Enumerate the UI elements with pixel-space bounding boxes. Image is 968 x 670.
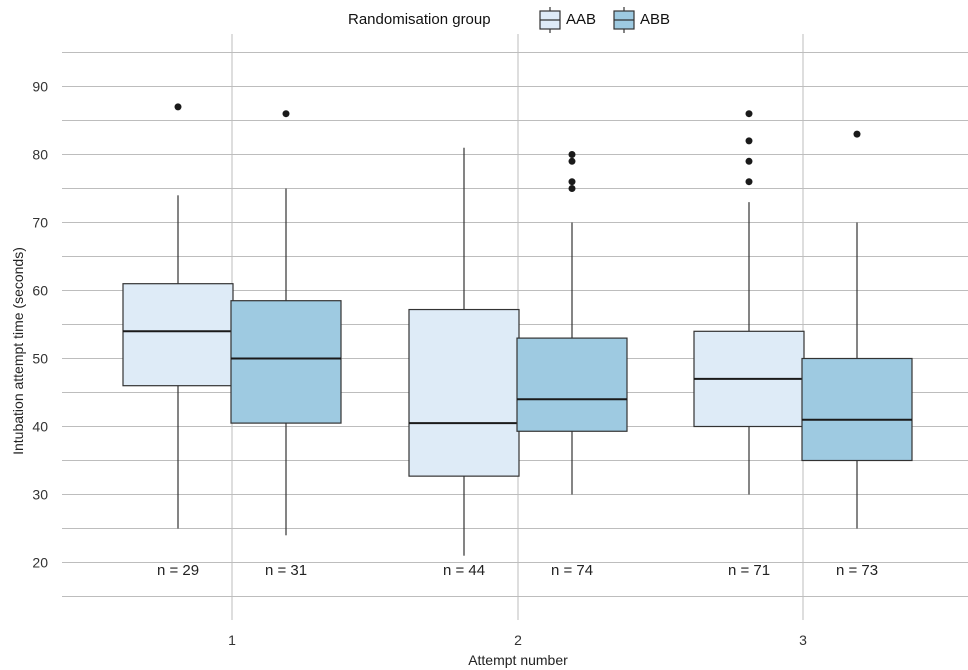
box-aab-attempt-2 [408,147,520,556]
box-abb-attempt-1 [230,110,342,536]
legend-label-aab: AAB [566,11,596,28]
legend: Randomisation group AAB ABB [348,7,670,33]
box-abb-attempt-1-outlier-0 [282,110,290,118]
box-abb-attempt-2 [516,151,628,495]
x-axis-title: Attempt number [468,652,568,668]
box-series [122,103,913,556]
box-abb-attempt-3-iqr [801,357,913,462]
box-aab-attempt-3-outlier-3 [745,110,753,118]
box-abb-attempt-2-iqr [516,337,628,432]
series-abb [230,110,913,536]
sample-size-labels: n = 29 n = 44 n = 71 n = 31 n = 74 n = 73 [157,562,878,579]
box-abb-attempt-1-iqr [230,300,342,424]
box-aab-attempt-1 [122,103,234,529]
box-aab-attempt-3-outlier-2 [745,137,753,145]
series-aab [122,103,805,556]
box-aab-attempt-1-iqr [122,283,234,387]
n-label-aab-attempt-1: n = 29 [157,562,199,579]
box-abb-attempt-2-outlier-0 [568,185,576,192]
n-label-aab-attempt-3: n = 71 [728,562,770,579]
y-tick-label-40: 40 [32,419,48,435]
box-aab-attempt-2-iqr [408,308,520,477]
box-aab-attempt-1-outlier-0 [174,103,182,111]
box-aab-attempt-3 [693,110,805,495]
y-tick-label-50: 50 [32,351,48,367]
box-abb-attempt-2-outlier-3 [568,151,576,158]
legend-key-abb [613,7,635,33]
y-tick-label-70: 70 [32,215,48,231]
n-label-abb-attempt-3: n = 73 [836,562,878,579]
x-tick-label-2: 2 [514,632,522,648]
box-aab-attempt-3-outlier-0 [745,178,753,186]
box-aab-attempt-3-outlier-1 [745,157,753,165]
box-abb-attempt-2-outlier-1 [568,178,576,186]
y-axis-title: Intubation attempt time (seconds) [10,247,26,455]
legend-key-aab [539,7,561,33]
x-tick-label-1: 1 [228,632,236,648]
y-tick-label-80: 80 [32,147,48,163]
box-abb-attempt-2-outlier-2 [568,157,576,165]
y-tick-label-20: 20 [32,555,48,571]
n-label-aab-attempt-2: n = 44 [443,562,485,579]
box-abb-attempt-3 [801,130,913,529]
x-tick-label-3: 3 [799,632,807,648]
box-abb-attempt-3-outlier-0 [853,130,861,138]
y-tick-label-90: 90 [32,79,48,95]
y-tick-label-60: 60 [32,283,48,299]
y-axis-tick-labels: 20 30 40 50 60 70 80 90 [32,79,48,571]
x-axis-tick-labels: 1 2 3 [228,632,807,648]
legend-title: Randomisation group [348,11,491,28]
n-label-abb-attempt-2: n = 74 [551,562,593,579]
y-tick-label-30: 30 [32,487,48,503]
legend-label-abb: ABB [640,11,670,28]
n-label-abb-attempt-1: n = 31 [265,562,307,579]
